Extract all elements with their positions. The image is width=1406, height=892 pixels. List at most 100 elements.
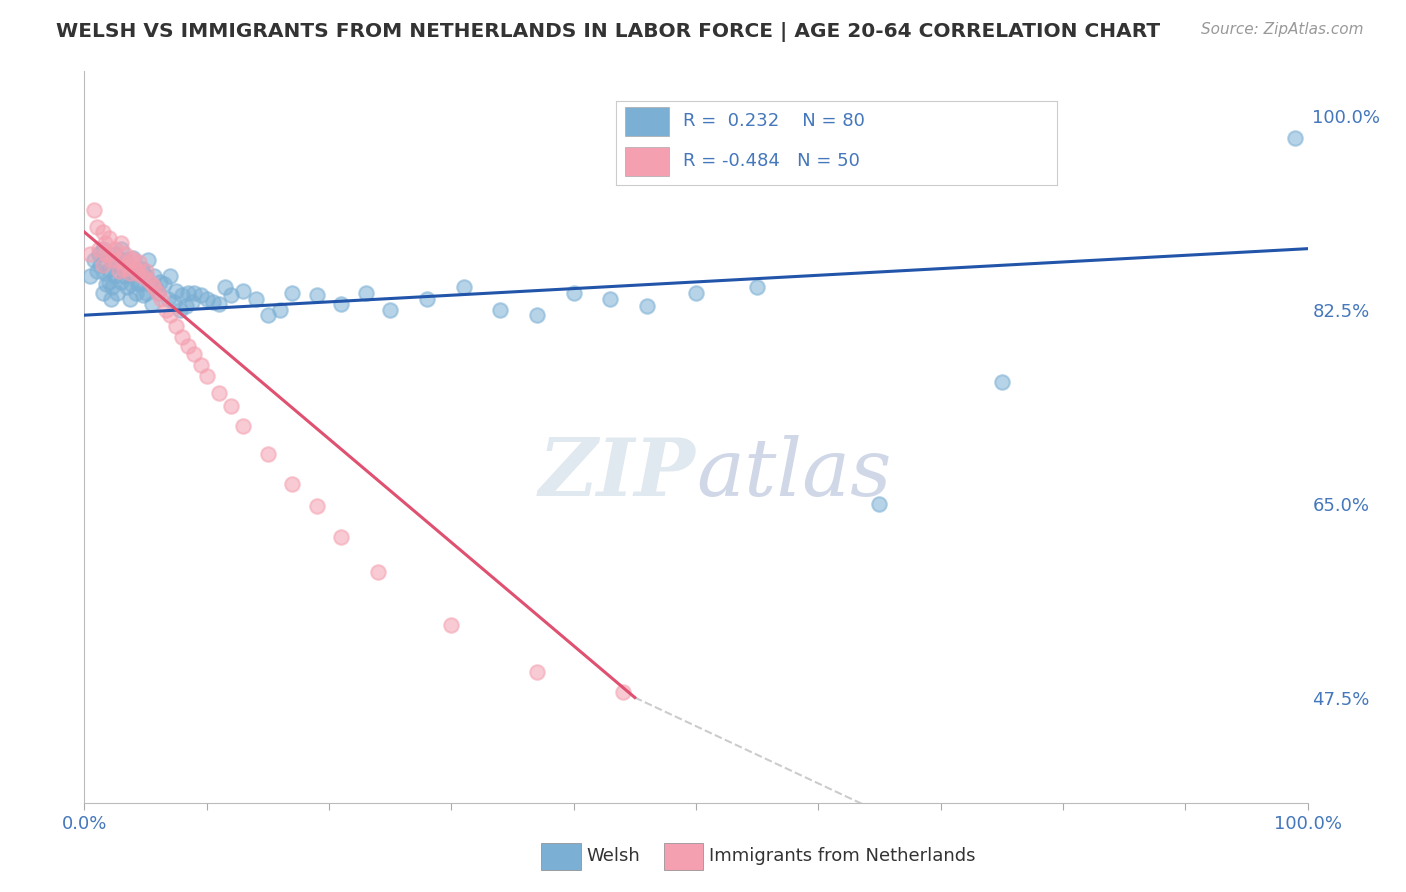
- Point: [107, 258, 129, 272]
- Point: [489, 302, 512, 317]
- Point: [526, 665, 548, 679]
- Point: [91, 285, 114, 300]
- Point: [115, 280, 138, 294]
- Point: [100, 292, 122, 306]
- Point: [281, 476, 304, 491]
- Point: [79, 269, 101, 284]
- Point: [201, 294, 224, 309]
- Point: [112, 269, 135, 284]
- Point: [636, 299, 658, 313]
- Point: [172, 330, 194, 344]
- Point: [110, 275, 132, 289]
- Text: WELSH VS IMMIGRANTS FROM NETHERLANDS IN LABOR FORCE | AGE 20-64 CORRELATION CHAR: WELSH VS IMMIGRANTS FROM NETHERLANDS IN …: [56, 22, 1160, 42]
- Point: [125, 266, 148, 280]
- Point: [122, 266, 145, 280]
- Point: [183, 347, 205, 361]
- Point: [87, 247, 110, 261]
- Point: [89, 258, 111, 272]
- Text: ZIP: ZIP: [538, 435, 696, 512]
- Point: [135, 264, 157, 278]
- Point: [100, 252, 122, 267]
- Point: [118, 292, 141, 306]
- Point: [380, 302, 402, 317]
- Point: [135, 285, 157, 300]
- Point: [125, 285, 148, 300]
- Point: [131, 269, 153, 284]
- Point: [143, 280, 166, 294]
- Point: [125, 275, 148, 289]
- Point: [86, 264, 108, 278]
- Point: [269, 302, 291, 317]
- Point: [141, 297, 163, 311]
- Point: [105, 252, 128, 267]
- Point: [149, 275, 172, 289]
- Point: [100, 252, 122, 267]
- Point: [163, 294, 186, 309]
- Point: [195, 369, 218, 384]
- Point: [114, 252, 136, 267]
- Point: [208, 385, 231, 400]
- Point: [195, 292, 218, 306]
- Point: [114, 247, 136, 261]
- Point: [136, 273, 159, 287]
- Point: [104, 242, 127, 256]
- Point: [190, 288, 212, 302]
- Point: [141, 277, 163, 292]
- Point: [135, 269, 157, 284]
- Point: [104, 247, 127, 261]
- Point: [190, 358, 212, 372]
- Point: [440, 618, 463, 632]
- Point: [232, 284, 254, 298]
- Point: [110, 236, 132, 251]
- Point: [143, 280, 166, 294]
- Text: Welsh: Welsh: [586, 847, 640, 865]
- Point: [181, 294, 204, 309]
- Point: [146, 285, 169, 300]
- Text: atlas: atlas: [696, 435, 891, 512]
- Point: [354, 285, 377, 300]
- Point: [118, 266, 141, 280]
- Point: [94, 236, 117, 251]
- Point: [115, 258, 138, 272]
- Point: [91, 225, 114, 239]
- Point: [83, 202, 105, 217]
- Point: [612, 685, 634, 699]
- Point: [91, 258, 114, 272]
- Point: [79, 247, 101, 261]
- Point: [562, 285, 585, 300]
- Point: [305, 499, 328, 513]
- Point: [599, 292, 621, 306]
- Point: [132, 288, 155, 302]
- Point: [91, 242, 114, 256]
- Point: [104, 269, 127, 284]
- Point: [138, 277, 160, 292]
- Point: [96, 277, 118, 292]
- Point: [128, 255, 150, 269]
- Point: [107, 264, 129, 278]
- Text: Immigrants from Netherlands: Immigrants from Netherlands: [709, 847, 976, 865]
- Point: [143, 269, 166, 284]
- Point: [86, 219, 108, 234]
- Point: [747, 280, 769, 294]
- Point: [128, 277, 150, 292]
- Point: [155, 302, 177, 317]
- Point: [526, 308, 548, 322]
- Point: [305, 288, 328, 302]
- Point: [183, 285, 205, 300]
- Point: [245, 292, 267, 306]
- Point: [869, 497, 891, 511]
- Point: [122, 251, 145, 265]
- Text: Source: ZipAtlas.com: Source: ZipAtlas.com: [1201, 22, 1364, 37]
- Point: [257, 308, 280, 322]
- Point: [991, 375, 1014, 389]
- Point: [453, 280, 475, 294]
- Point: [146, 285, 169, 300]
- Point: [122, 252, 145, 267]
- Point: [97, 261, 120, 276]
- Point: [281, 285, 304, 300]
- Point: [159, 308, 181, 322]
- Point: [165, 319, 187, 334]
- Point: [165, 284, 187, 298]
- Point: [174, 299, 197, 313]
- Point: [208, 297, 231, 311]
